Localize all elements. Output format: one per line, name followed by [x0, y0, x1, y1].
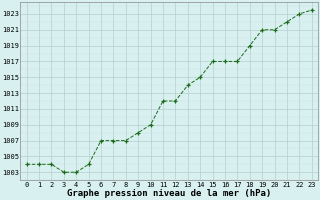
X-axis label: Graphe pression niveau de la mer (hPa): Graphe pression niveau de la mer (hPa): [67, 189, 271, 198]
